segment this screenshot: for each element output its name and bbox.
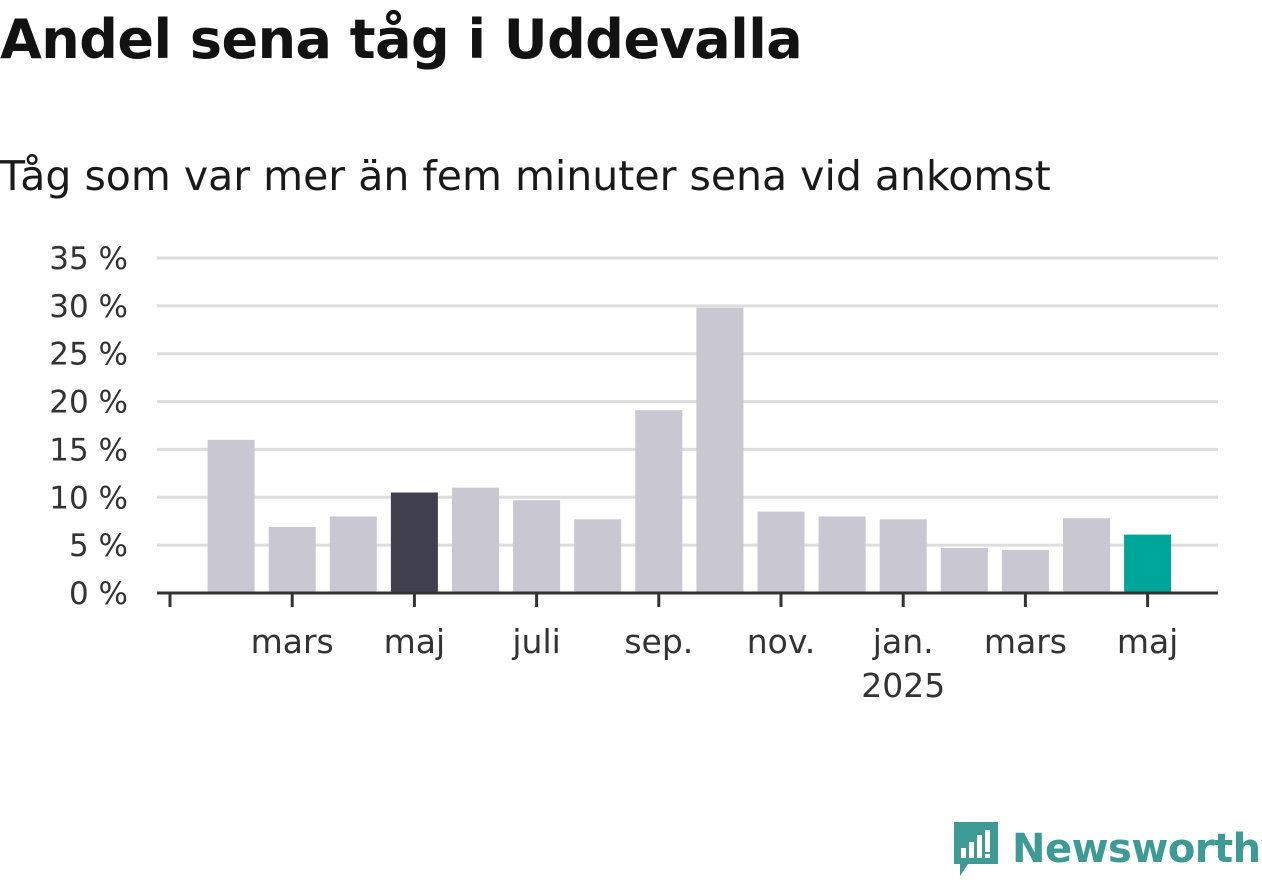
newsworthy-logo: Newsworthy bbox=[950, 818, 1262, 880]
bar bbox=[757, 511, 805, 593]
x-tick-label: mars bbox=[984, 622, 1067, 661]
bar bbox=[268, 526, 316, 593]
x-axis: mars maj juli sep. nov. jan. 2025 mars maj bbox=[157, 591, 1218, 705]
y-tick-label: 30 % bbox=[49, 289, 128, 325]
y-tick-label: 25 % bbox=[49, 337, 128, 373]
bar bbox=[635, 410, 683, 593]
bar bbox=[818, 516, 866, 593]
bar bbox=[879, 519, 927, 593]
x-tick-label: maj bbox=[1117, 622, 1179, 661]
y-axis-labels: 0 % 5 % 10 % 15 % 20 % 25 % 30 % 35 % bbox=[49, 241, 128, 612]
y-tick-label: 35 % bbox=[49, 241, 128, 277]
chart-title: Andel sena tåg i Uddevalla bbox=[0, 8, 803, 71]
bar bbox=[574, 519, 622, 593]
chart-subtitle: Tåg som var mer än fem minuter sena vid … bbox=[0, 152, 1051, 200]
bar bbox=[329, 516, 377, 593]
newsworthy-logo-icon bbox=[954, 822, 998, 876]
bar bbox=[207, 439, 255, 593]
x-tick-label: maj bbox=[384, 622, 446, 661]
x-tick-label: mars bbox=[251, 622, 334, 661]
x-tick-label: juli bbox=[511, 622, 560, 661]
x-tick-label: jan. bbox=[872, 622, 934, 661]
bar bbox=[452, 487, 499, 593]
logo-text: Newsworthy bbox=[1012, 826, 1262, 872]
y-tick-label: 20 % bbox=[49, 385, 128, 421]
y-tick-label: 10 % bbox=[49, 480, 128, 516]
y-tick-label: 5 % bbox=[69, 528, 128, 564]
bar bbox=[940, 548, 988, 593]
bar bbox=[1124, 534, 1172, 593]
x-tick-label: nov. bbox=[747, 622, 816, 661]
bar bbox=[1001, 549, 1049, 593]
y-tick-label: 15 % bbox=[49, 432, 128, 468]
bar bbox=[390, 492, 438, 593]
bar bbox=[513, 500, 561, 593]
bar bbox=[696, 307, 744, 593]
gridlines bbox=[157, 256, 1218, 547]
x-tick-year-label: 2025 bbox=[861, 666, 945, 705]
x-tick-label: sep. bbox=[624, 622, 693, 661]
y-tick-label: 0 % bbox=[69, 576, 128, 612]
bar bbox=[1063, 518, 1110, 593]
bars bbox=[207, 307, 1172, 593]
